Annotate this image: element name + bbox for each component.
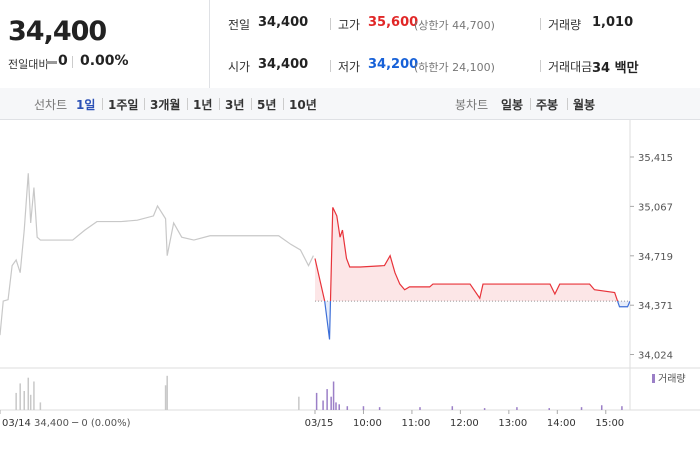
separator [72, 56, 73, 68]
x-tick-label: 03/14 [2, 418, 31, 429]
volume-bar [315, 392, 318, 410]
volume-bar [33, 381, 35, 410]
separator [330, 60, 331, 72]
volume-bar [39, 402, 42, 410]
tab[interactable]: 주봉 [536, 98, 559, 112]
volume-bar [29, 394, 32, 410]
quote-header: 34,400 전일대비 0 0.00% 전일 34,400 고가 35,600 (상한가… [0, 0, 700, 89]
tab-group-label: 봉차트 [455, 98, 489, 112]
y-tick-label: 35,415 [638, 153, 673, 164]
volume-bar [23, 391, 25, 410]
change-rate: 0.00% [80, 53, 129, 69]
cell-label: 고가 [338, 18, 361, 32]
cell-value: 35,600 [368, 15, 419, 30]
x-tick-label: 10:00 [353, 418, 382, 429]
cell-value: 34,400 [258, 15, 309, 30]
change-label: 전일대비 [8, 58, 49, 71]
volume-bar [335, 402, 337, 410]
x-tick-label: 15:00 [595, 418, 624, 429]
tab-bar: 선차트 1일 1주일 3개월 1년 3년 5년 10년 봉차트 일봉 주봉 월봉 [0, 88, 700, 120]
volume-bar [332, 381, 335, 410]
legend-label: 거래량 [658, 373, 686, 385]
volume-bar [164, 385, 167, 410]
volume-bar [338, 404, 340, 410]
legend-swatch [652, 374, 655, 383]
x-tick-label: 12:00 [450, 418, 479, 429]
volume-bar [322, 400, 324, 410]
tab[interactable]: 3개월 [150, 98, 181, 112]
separator [540, 18, 541, 30]
volume-bar [346, 406, 349, 410]
y-tick-label: 34,371 [638, 301, 673, 312]
flat-icon [46, 61, 57, 64]
separator [330, 18, 331, 30]
cell-label: 전일 [228, 18, 251, 32]
volume-bar [621, 406, 623, 410]
tab-group-label: 선차트 [34, 98, 68, 112]
cell-label: 거래량 [548, 18, 582, 32]
tab[interactable]: 1일 [76, 98, 96, 112]
price-area [315, 207, 618, 302]
tab[interactable]: 10년 [289, 98, 317, 112]
tab[interactable]: 1주일 [108, 98, 139, 112]
price-box: 34,400 전일대비 0 0.00% [0, 0, 210, 88]
price-line [314, 207, 630, 302]
separator [144, 98, 145, 110]
cell-value: 1,010 [592, 15, 634, 30]
tab[interactable]: 5년 [257, 98, 277, 112]
volume-bar [298, 396, 300, 410]
y-tick-label: 35,067 [638, 202, 673, 213]
chart: 35,415 35,067 34,719 34,371 34,024 03/14 03/15… [0, 120, 700, 429]
volume-bar [516, 407, 518, 410]
volume-bar [548, 408, 550, 410]
cell-value: 34,200 [368, 57, 419, 72]
cell-value: 34,400 [258, 57, 309, 72]
volume-bar [451, 406, 454, 410]
current-price: 34,400 [8, 16, 107, 47]
separator [187, 98, 188, 110]
y-tick-label: 34,719 [638, 252, 673, 263]
cell-note: (하한가 24,100) [414, 61, 495, 74]
volume-bar [166, 375, 168, 410]
volume-bar [330, 396, 332, 410]
separator [567, 98, 568, 110]
separator [102, 98, 103, 110]
separator [540, 60, 541, 72]
tab[interactable]: 3년 [225, 98, 245, 112]
x-tick-label: 03/15 [305, 418, 334, 429]
volume-bar [19, 383, 21, 410]
tab[interactable]: 월봉 [573, 98, 596, 112]
volume-bar [326, 389, 328, 410]
cell-label: 거래대금 [548, 60, 593, 74]
volume-bar [15, 392, 17, 410]
change: 0 [58, 53, 68, 69]
annotation: 34,400 ─ 0 (0.00%) [34, 418, 131, 429]
y-tick-label: 34,024 [638, 350, 673, 361]
cell-label: 시가 [228, 60, 251, 74]
volume-bar [483, 408, 486, 410]
separator [251, 98, 252, 110]
volume-bar [362, 406, 365, 410]
x-tick-label: 13:00 [498, 418, 527, 429]
cell-note: (상한가 44,700) [414, 19, 495, 32]
volume-bar [378, 407, 381, 410]
x-tick-label: 14:00 [547, 418, 576, 429]
volume-bar [27, 377, 30, 410]
separator [530, 98, 531, 110]
tab[interactable]: 일봉 [501, 98, 524, 112]
cell-label: 저가 [338, 60, 361, 74]
tab[interactable]: 1년 [193, 98, 213, 112]
separator [219, 98, 220, 110]
price-line [0, 173, 314, 336]
separator [283, 98, 284, 110]
cell-value: 34 백만 [592, 61, 639, 76]
x-tick-label: 11:00 [402, 418, 431, 429]
volume-bar [419, 407, 421, 410]
volume-bar [600, 405, 603, 410]
volume-bar [580, 407, 583, 410]
